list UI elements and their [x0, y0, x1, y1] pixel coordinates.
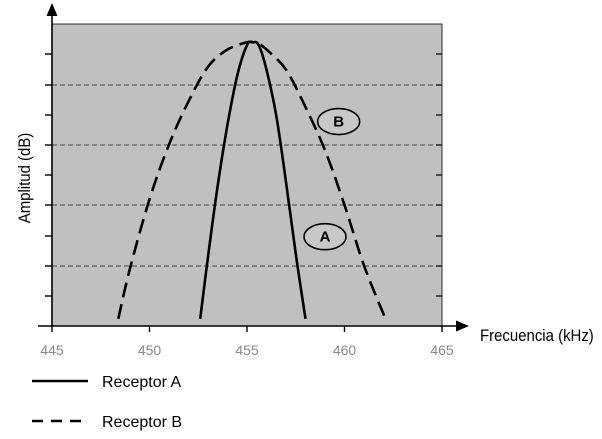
legend-label-1: Receptor B: [102, 414, 182, 431]
y-axis-arrow: [46, 3, 58, 16]
plot-area: [51, 23, 443, 327]
annotation-label-0: A: [320, 229, 331, 246]
annotations: AB: [303, 107, 361, 251]
series-group: [117, 40, 387, 320]
x-tick-labels: 445 450 455 460 465: [40, 342, 454, 358]
axis-ticks: [45, 53, 443, 332]
y-axis-title: Amplitud (dB): [16, 133, 34, 224]
x-tick-label-3: 460: [333, 342, 357, 358]
legend: Receptor A Receptor B: [32, 374, 182, 431]
x-tick-label-4: 465: [430, 342, 454, 358]
x-tick-label-0: 445: [40, 342, 64, 358]
annotation-ellipse-0: [303, 222, 347, 251]
gridlines: [52, 84, 442, 267]
annotation-label-1: B: [333, 114, 344, 131]
x-tick-label-2: 455: [235, 342, 259, 358]
x-axis-arrow: [456, 320, 469, 332]
x-axis-title: Frecuencia (kHz): [480, 327, 594, 345]
x-tick-label-1: 450: [138, 342, 162, 358]
annotation-ellipse-1: [316, 107, 361, 136]
legend-label-0: Receptor A: [102, 374, 181, 391]
series-line-receptor-b: [117, 40, 387, 320]
